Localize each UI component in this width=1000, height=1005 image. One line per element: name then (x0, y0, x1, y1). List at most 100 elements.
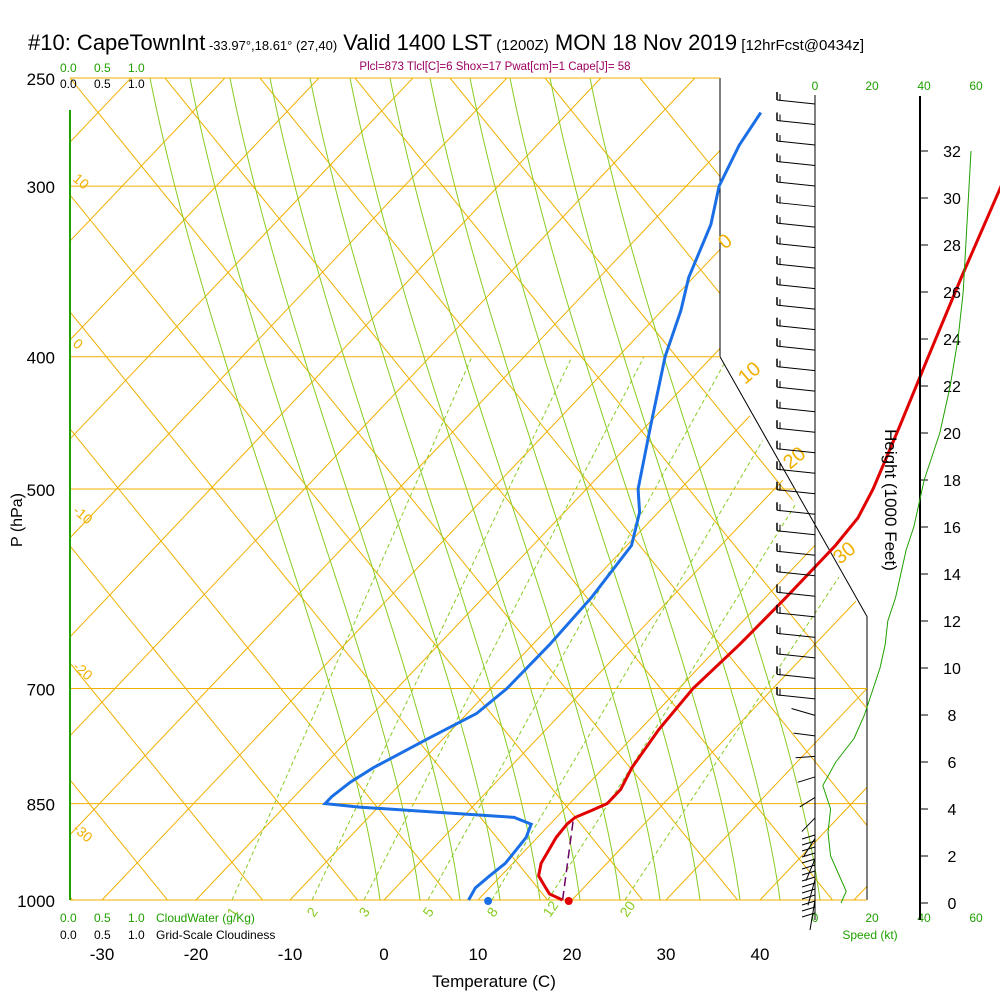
dry-adiabat-line (354, 78, 867, 900)
dry-adiabat-label: 10 (70, 170, 92, 192)
moist-adiabat-label: 10 (734, 358, 765, 389)
surface-wind-barb (801, 906, 816, 912)
moist-adiabat-line (589, 78, 821, 900)
dry-adiabat-line (70, 78, 486, 900)
speed-tick-top: 0 (812, 79, 819, 93)
wind-barb (776, 604, 816, 618)
wind-barb (776, 358, 816, 372)
x-tick-label: 30 (657, 945, 676, 964)
wind-barb (776, 563, 816, 577)
moist-adiabat-line (229, 78, 461, 900)
wind-barb-staff (801, 817, 816, 832)
wind-barb (797, 776, 816, 783)
x-axis-title: Temperature (C) (432, 972, 556, 991)
surface-wind-barb (801, 852, 816, 858)
pressure-tick-label: 850 (27, 796, 55, 815)
station-title: #10: CapeTownInt -33.97°,18.61° (27,40) … (28, 30, 864, 55)
mixing-ratio-line (624, 356, 867, 900)
wind-barb (776, 625, 816, 638)
wind-barb-staff (776, 222, 816, 228)
wind-barb (776, 317, 816, 331)
speed-tick-bottom: 20 (865, 911, 879, 925)
mixing-ratio-label: 20 (616, 898, 638, 920)
x-tick-label: -30 (90, 945, 115, 964)
wind-barb-staff (805, 858, 816, 881)
surface-wind-barb (801, 864, 816, 870)
wind-barb (776, 686, 816, 700)
top-cloudiness-label: 1.0 (128, 77, 145, 91)
mixing-ratio-label: 5 (419, 904, 437, 920)
wind-barb-staff (776, 489, 816, 495)
surface-wind-barb (801, 840, 816, 846)
title-part: -33.97°,18.61° (27,40) (205, 38, 337, 53)
wind-barb (776, 440, 816, 454)
wind-barb (776, 502, 816, 515)
wind-barb-staff (776, 99, 816, 105)
dry-adiabat-line (70, 78, 676, 900)
wind-barb (776, 543, 816, 556)
wind-barb-staff (776, 653, 816, 659)
wind-barb-staff (776, 181, 816, 187)
mixing-ratio-line (427, 356, 729, 900)
bottom-cloudiness-label: 1.0 (128, 928, 145, 942)
wind-barb (776, 666, 816, 679)
isotherm-line (70, 78, 414, 900)
mixing-ratio-line (491, 356, 813, 900)
dry-adiabat-label: -10 (70, 502, 96, 527)
height-tick-label: 8 (948, 708, 957, 725)
wind-barb (776, 645, 816, 659)
wind-barb (776, 522, 816, 536)
moist-adiabat-line (269, 78, 501, 900)
wind-barb-staff (797, 776, 816, 783)
dry-adiabat-label: -20 (70, 658, 96, 683)
bottom-cloudwater-label: 1.0 (128, 911, 145, 925)
surface-temperature-dot (564, 897, 573, 905)
bottom-cloudwater-label: 0.5 (94, 911, 111, 925)
title-part: [12hrFcst@0434z] (737, 37, 864, 54)
isotherm-line (665, 78, 867, 900)
height-tick-label: 32 (943, 144, 961, 161)
dry-adiabat-line (164, 78, 866, 900)
wind-barb-staff (791, 707, 816, 716)
wind-barb-staff (776, 530, 816, 536)
mixing-ratio-label: 3 (355, 904, 373, 920)
speed-tick-top: 20 (865, 79, 879, 93)
wind-barb-staff (795, 755, 816, 759)
wind-barb (793, 732, 816, 737)
moist-adiabat-line (349, 78, 581, 900)
moist-adiabat-line (309, 78, 541, 900)
speed-axis-title: Speed (kt) (842, 928, 897, 942)
speed-tick-bottom: 0 (812, 911, 819, 925)
surface-wind-barb (801, 858, 816, 864)
wind-barb (776, 276, 816, 290)
wind-barb-staff (776, 407, 816, 413)
wind-barb-staff (776, 694, 816, 700)
wind-barb-staff (776, 263, 816, 269)
bottom-cloudwater-label: 0.0 (60, 911, 77, 925)
wind-barb (776, 92, 816, 105)
height-tick-label: 2 (948, 849, 957, 866)
wind-barb-staff (776, 550, 816, 556)
wind-barb (809, 899, 816, 931)
title-part: #10: CapeTownInt (28, 30, 205, 55)
wind-barb-staff (776, 468, 816, 474)
dewpoint-line (321, 111, 763, 901)
wind-barb-staff (793, 732, 816, 737)
height-tick-label: 22 (943, 379, 961, 396)
wind-barb (776, 194, 816, 208)
pressure-tick-label: 300 (27, 178, 55, 197)
wind-barb (776, 235, 816, 249)
wind-speed-profile (822, 150, 972, 904)
wind-barb (801, 817, 816, 832)
isotherm-line (70, 78, 320, 900)
wind-barb-staff (776, 448, 816, 454)
wind-barb (776, 420, 816, 433)
title-part: MON 18 Nov 2019 (549, 30, 737, 55)
surface-wind-barb (801, 846, 816, 852)
top-cloudiness-label: 0.0 (60, 77, 77, 91)
moist-adiabat-line (549, 78, 781, 900)
height-tick-label: 18 (943, 473, 961, 490)
top-cloudiness-label: 0.5 (94, 77, 111, 91)
cloudiness-title: Grid-Scale Cloudiness (156, 928, 275, 942)
